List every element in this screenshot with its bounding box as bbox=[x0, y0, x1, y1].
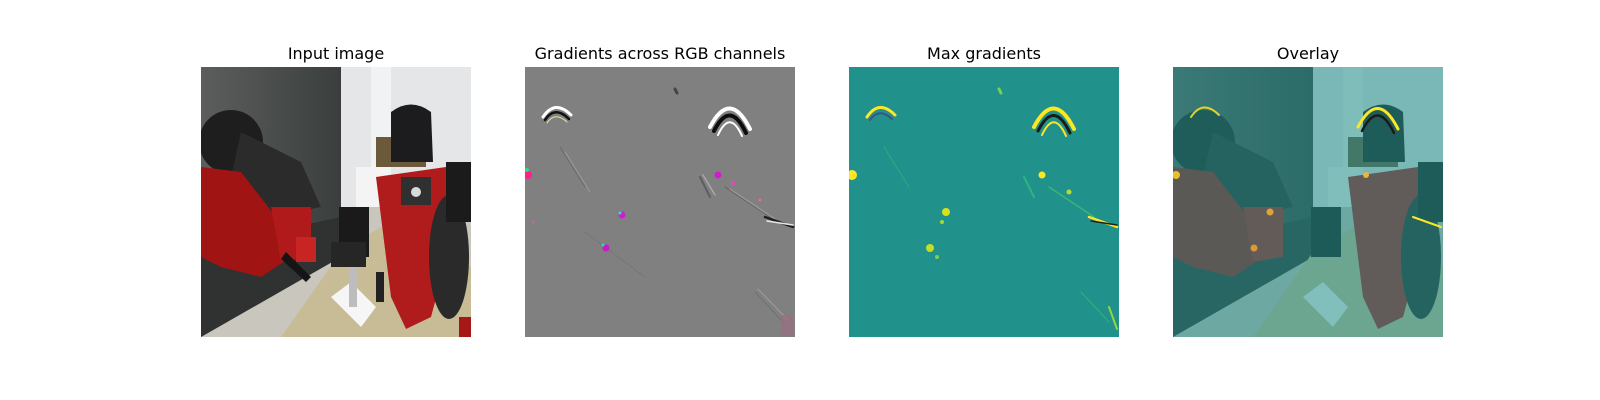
overlay-panel: Overlay bbox=[1173, 0, 1443, 400]
rgb-gradients-title: Gradients across RGB channels bbox=[534, 44, 786, 63]
rgb-gradients-image bbox=[525, 67, 795, 337]
max-gradients-image bbox=[849, 67, 1119, 337]
input-image-panel: Input image bbox=[201, 0, 471, 400]
overlay-title: Overlay bbox=[1276, 44, 1340, 63]
input-image-title: Input image bbox=[287, 44, 385, 63]
rgb-gradients-panel: Gradients across RGB channels bbox=[525, 0, 795, 400]
overlay-image bbox=[1173, 67, 1443, 337]
max-gradients-title: Max gradients bbox=[927, 44, 1041, 63]
input-image bbox=[201, 67, 471, 337]
max-gradients-panel: Max gradients bbox=[849, 0, 1119, 400]
